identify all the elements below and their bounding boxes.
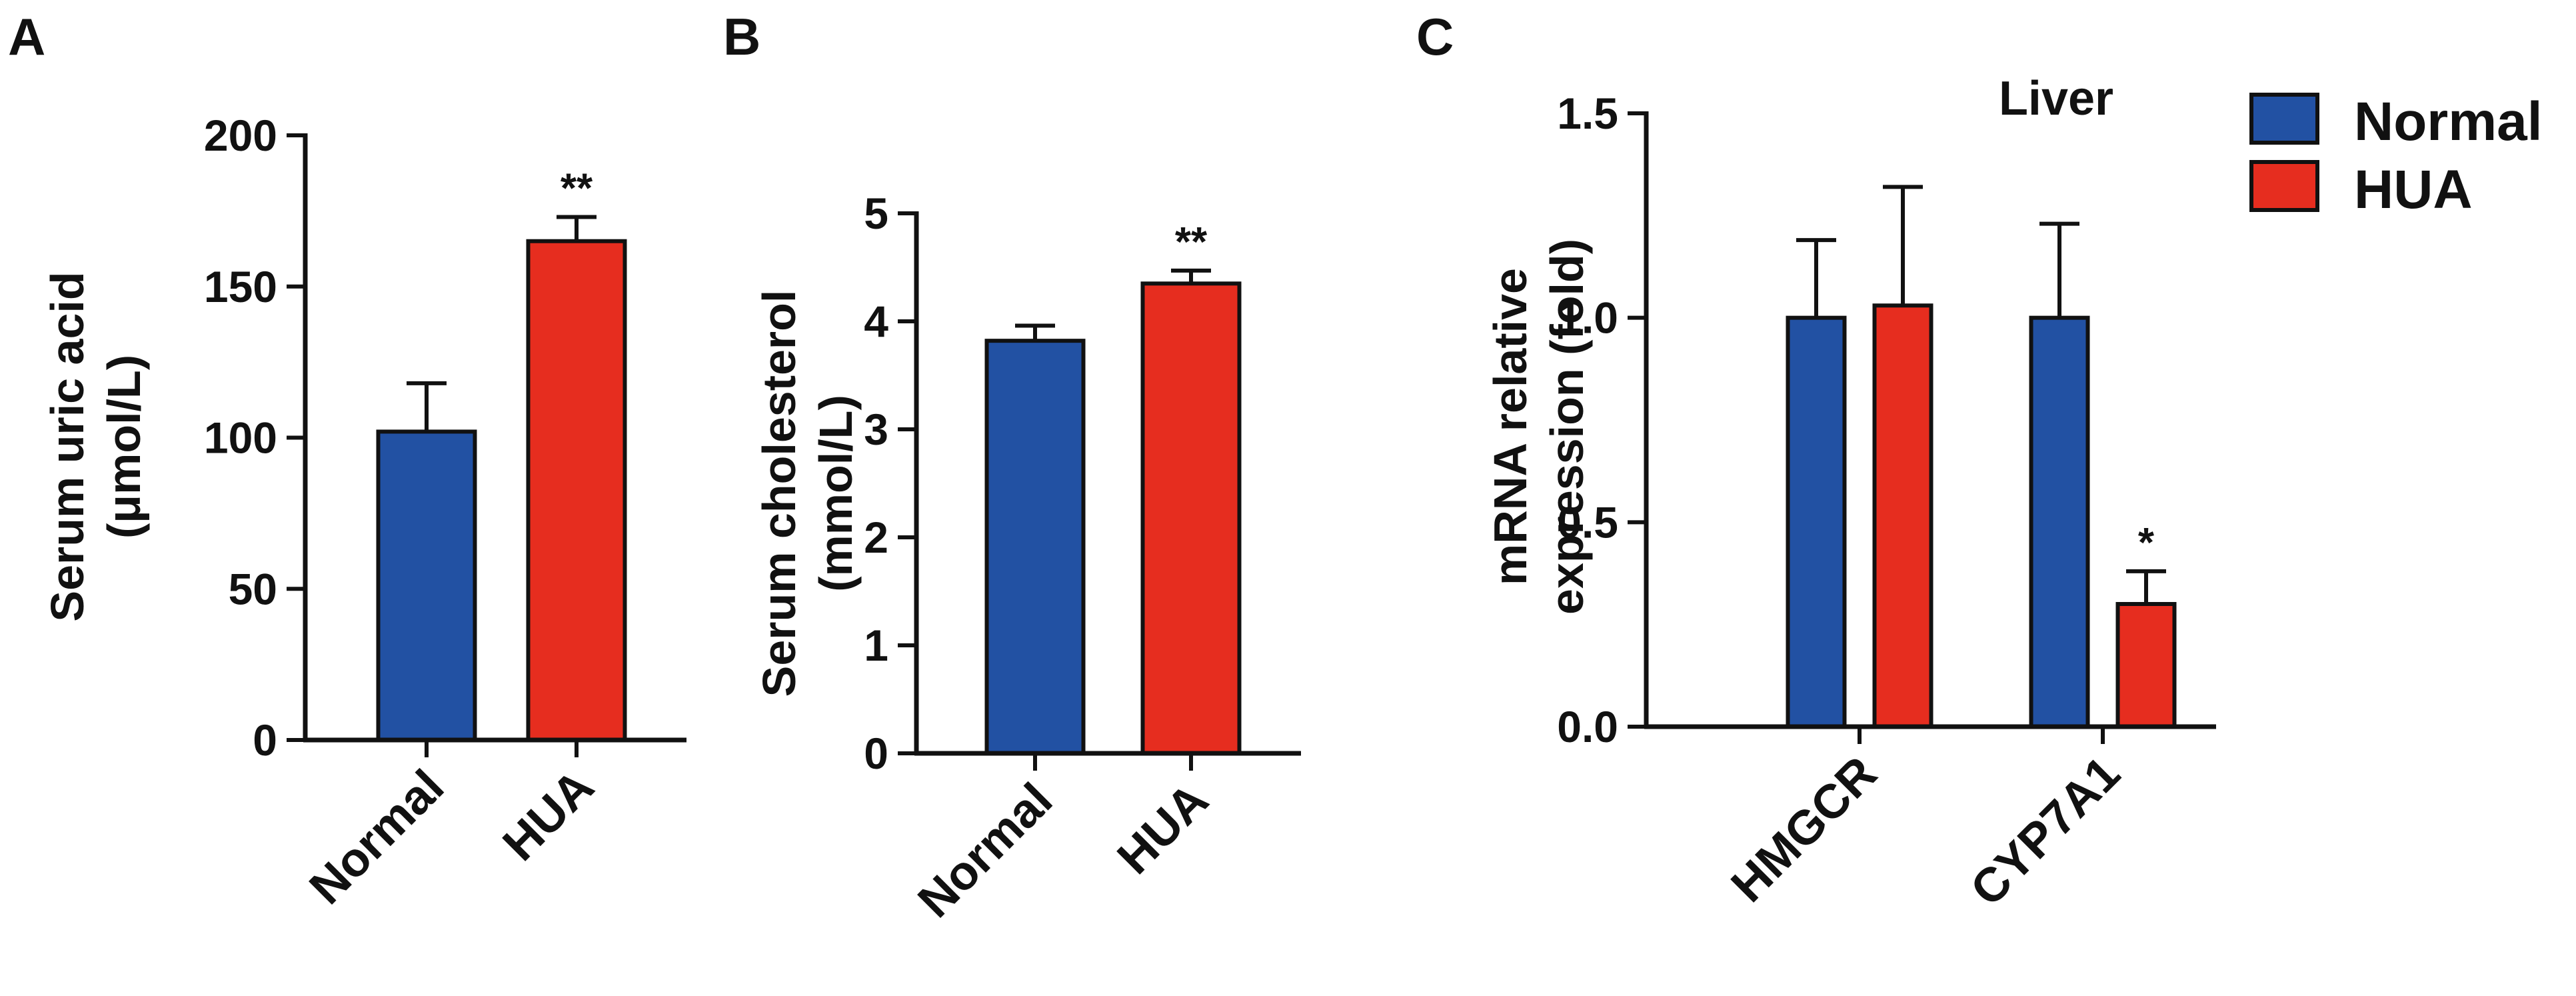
y-tick-label: 50 [229,564,277,613]
y-tick-label: 0.5 [1557,497,1618,547]
bar [1786,315,1847,729]
y-tick-label: 0.0 [1557,702,1618,751]
y-tick-label: 100 [204,413,277,463]
x-category-label: Normal [908,773,1062,928]
panel-b-significance: ** [1175,219,1208,265]
legend-label-normal: Normal [2354,91,2543,152]
bar [984,339,1086,756]
panel-b-y-ticks: 0 1 2 3 4 5 [864,189,916,778]
y-tick-label: 1.5 [1557,89,1618,138]
panel-b-x-labels: Normal HUA [908,773,1218,928]
panel-a-error-bars [407,215,597,432]
panel-c: C Liver 0.0 0.5 1.0 1.5 mRNA relative expre… [1416,7,2216,916]
bar [376,429,477,742]
panel-b: B 0 1 2 3 4 5 Serum cholesterol (mmol/L) ** N… [723,7,1301,928]
panel-c-axes [1644,111,2216,744]
y-tick-label: 5 [864,189,888,238]
bar [526,239,627,743]
panel-a-significance: ** [561,165,593,211]
y-tick-label: 1.0 [1557,293,1618,343]
x-category-label: Normal [299,760,454,915]
panel-b-label: B [723,7,760,66]
y-tick-label: 2 [864,513,888,562]
panel-c-title: Liver [1999,72,2113,125]
y-axis-title-line: expression (fold) [1541,239,1593,615]
y-axis-title-line: mRNA relative [1484,268,1536,585]
y-tick-label: 3 [864,405,888,454]
panel-a-bars [376,239,627,743]
panel-a-axes [303,133,686,757]
significance-marker: * [2138,520,2155,566]
x-category-label: HUA [1107,773,1218,885]
bar [1872,303,1933,729]
panel-a-y-ticks: 0 50 100 150 200 [204,111,305,765]
bar [1140,281,1242,755]
panel-c-x-labels: HMGCR CYP7A1 [1721,747,2130,917]
legend: Normal HUA [2249,91,2543,220]
y-tick-label: 0 [253,715,277,765]
panel-c-y-ticks: 0.0 0.5 1.0 1.5 [1557,89,1646,751]
y-tick-label: 150 [204,262,277,311]
x-category-label: HUA [493,760,604,871]
y-tick-label: 1 [864,621,888,670]
y-axis-title-line: (μmol/L) [98,355,150,539]
panel-a-label: A [8,7,45,66]
significance-marker: ** [1175,219,1208,265]
panel-a-y-axis-title: Serum uric acid (μmol/L) [41,271,150,621]
y-tick-label: 4 [864,297,888,346]
x-category-label: HMGCR [1721,747,1887,913]
significance-marker: ** [561,165,593,211]
legend-swatch-normal [2249,93,2319,145]
y-tick-label: 200 [204,111,277,160]
panel-b-y-axis-title: Serum cholesterol (mmol/L) [753,290,862,697]
panel-b-bars [984,281,1242,756]
y-axis-title-line: Serum cholesterol [753,290,805,697]
panel-c-error-bars [1796,185,2166,604]
panel-c-significance: * [2138,520,2155,566]
panel-c-label: C [1416,7,1454,66]
legend-swatch-hua [2249,160,2319,212]
panel-b-error-bars [1015,268,1211,341]
panel-c-bars [1786,303,2177,729]
y-axis-title-line: Serum uric acid [41,271,93,621]
bar [2115,602,2177,729]
bar [2029,315,2090,729]
x-category-label: CYP7A1 [1961,747,2131,917]
panel-a-x-labels: Normal HUA [299,760,604,915]
y-axis-title-line: (mmol/L) [810,395,862,592]
panel-c-y-axis-title: mRNA relative expression (fold) [1484,239,1593,615]
legend-label-hua: HUA [2354,159,2473,220]
y-tick-label: 0 [864,729,888,778]
panel-b-axes [914,211,1301,771]
